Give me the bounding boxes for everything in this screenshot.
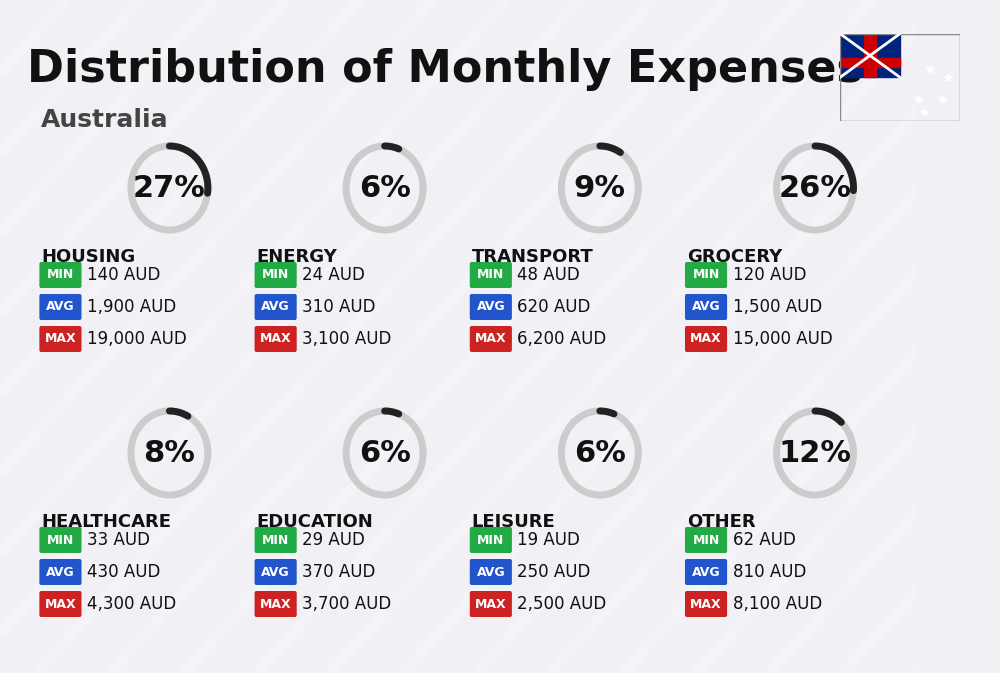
Bar xyxy=(864,34,876,77)
Text: AVG: AVG xyxy=(692,565,720,579)
Text: 140 AUD: 140 AUD xyxy=(87,266,160,284)
FancyBboxPatch shape xyxy=(39,559,82,585)
Text: HEALTHCARE: HEALTHCARE xyxy=(41,513,171,531)
FancyBboxPatch shape xyxy=(685,326,727,352)
Text: 19 AUD: 19 AUD xyxy=(517,531,580,549)
Text: LEISURE: LEISURE xyxy=(472,513,555,531)
Text: 4,300 AUD: 4,300 AUD xyxy=(87,595,176,613)
Text: 3,100 AUD: 3,100 AUD xyxy=(302,330,392,348)
FancyBboxPatch shape xyxy=(685,527,727,553)
Text: GROCERY: GROCERY xyxy=(687,248,782,266)
FancyBboxPatch shape xyxy=(685,294,727,320)
Text: 430 AUD: 430 AUD xyxy=(87,563,160,581)
FancyBboxPatch shape xyxy=(470,326,512,352)
Text: MIN: MIN xyxy=(47,534,74,546)
FancyBboxPatch shape xyxy=(470,294,512,320)
Text: 62 AUD: 62 AUD xyxy=(733,531,795,549)
FancyBboxPatch shape xyxy=(255,559,297,585)
Text: 810 AUD: 810 AUD xyxy=(733,563,806,581)
Text: 8%: 8% xyxy=(143,439,195,468)
Text: 48 AUD: 48 AUD xyxy=(517,266,580,284)
Text: 6,200 AUD: 6,200 AUD xyxy=(517,330,607,348)
FancyBboxPatch shape xyxy=(470,591,512,617)
FancyBboxPatch shape xyxy=(470,559,512,585)
Text: Australia: Australia xyxy=(41,108,169,132)
FancyBboxPatch shape xyxy=(470,527,512,553)
FancyBboxPatch shape xyxy=(255,591,297,617)
FancyBboxPatch shape xyxy=(39,326,82,352)
Text: 26%: 26% xyxy=(779,174,852,203)
Text: MAX: MAX xyxy=(690,332,722,345)
FancyBboxPatch shape xyxy=(685,559,727,585)
Text: MIN: MIN xyxy=(477,534,504,546)
FancyBboxPatch shape xyxy=(39,591,82,617)
Text: MAX: MAX xyxy=(260,332,291,345)
FancyBboxPatch shape xyxy=(255,262,297,288)
Text: TRANSPORT: TRANSPORT xyxy=(472,248,593,266)
Text: EDUCATION: EDUCATION xyxy=(256,513,373,531)
Text: 620 AUD: 620 AUD xyxy=(517,298,591,316)
Text: AVG: AVG xyxy=(477,565,505,579)
Text: MIN: MIN xyxy=(47,269,74,281)
Text: 310 AUD: 310 AUD xyxy=(302,298,376,316)
FancyBboxPatch shape xyxy=(255,527,297,553)
Text: MAX: MAX xyxy=(260,598,291,610)
Text: 6%: 6% xyxy=(574,439,626,468)
Text: 6%: 6% xyxy=(359,174,411,203)
Text: 8,100 AUD: 8,100 AUD xyxy=(733,595,822,613)
FancyBboxPatch shape xyxy=(685,262,727,288)
Text: MIN: MIN xyxy=(262,534,289,546)
Text: 1,500 AUD: 1,500 AUD xyxy=(733,298,822,316)
Text: HOUSING: HOUSING xyxy=(41,248,135,266)
Text: 1,900 AUD: 1,900 AUD xyxy=(87,298,176,316)
Bar xyxy=(840,34,900,77)
Text: 9%: 9% xyxy=(574,174,626,203)
Text: MIN: MIN xyxy=(692,534,720,546)
Text: AVG: AVG xyxy=(46,301,75,314)
Text: MAX: MAX xyxy=(475,332,507,345)
Bar xyxy=(840,58,900,67)
Text: AVG: AVG xyxy=(477,301,505,314)
Text: 120 AUD: 120 AUD xyxy=(733,266,806,284)
Text: 250 AUD: 250 AUD xyxy=(517,563,591,581)
FancyBboxPatch shape xyxy=(39,294,82,320)
FancyBboxPatch shape xyxy=(255,326,297,352)
Text: 2,500 AUD: 2,500 AUD xyxy=(517,595,607,613)
Text: 6%: 6% xyxy=(359,439,411,468)
FancyBboxPatch shape xyxy=(39,262,82,288)
Text: AVG: AVG xyxy=(692,301,720,314)
Text: 24 AUD: 24 AUD xyxy=(302,266,365,284)
Text: AVG: AVG xyxy=(46,565,75,579)
FancyBboxPatch shape xyxy=(39,527,82,553)
Text: 29 AUD: 29 AUD xyxy=(302,531,365,549)
Text: 33 AUD: 33 AUD xyxy=(87,531,150,549)
Text: 370 AUD: 370 AUD xyxy=(302,563,376,581)
Text: 19,000 AUD: 19,000 AUD xyxy=(87,330,187,348)
FancyBboxPatch shape xyxy=(255,294,297,320)
Text: AVG: AVG xyxy=(261,301,290,314)
Text: 12%: 12% xyxy=(779,439,852,468)
Text: MAX: MAX xyxy=(45,598,76,610)
Text: MIN: MIN xyxy=(692,269,720,281)
Text: ENERGY: ENERGY xyxy=(256,248,337,266)
Text: MIN: MIN xyxy=(477,269,504,281)
Text: OTHER: OTHER xyxy=(687,513,755,531)
Text: MIN: MIN xyxy=(262,269,289,281)
Text: 27%: 27% xyxy=(133,174,206,203)
Text: 15,000 AUD: 15,000 AUD xyxy=(733,330,832,348)
Text: MAX: MAX xyxy=(475,598,507,610)
Text: 3,700 AUD: 3,700 AUD xyxy=(302,595,391,613)
FancyBboxPatch shape xyxy=(685,591,727,617)
Text: MAX: MAX xyxy=(45,332,76,345)
FancyBboxPatch shape xyxy=(470,262,512,288)
Text: MAX: MAX xyxy=(690,598,722,610)
Text: Distribution of Monthly Expenses: Distribution of Monthly Expenses xyxy=(27,48,863,91)
Text: AVG: AVG xyxy=(261,565,290,579)
